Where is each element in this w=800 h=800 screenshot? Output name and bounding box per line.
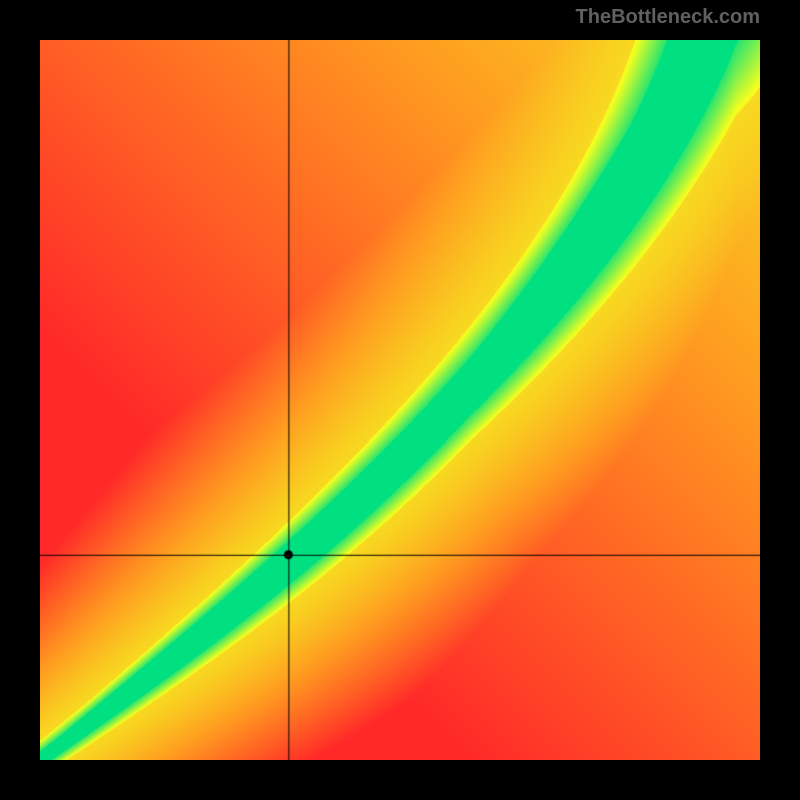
chart-container: TheBottleneck.com [0, 0, 800, 800]
heatmap-canvas [40, 40, 760, 760]
watermark-text: TheBottleneck.com [576, 6, 760, 29]
